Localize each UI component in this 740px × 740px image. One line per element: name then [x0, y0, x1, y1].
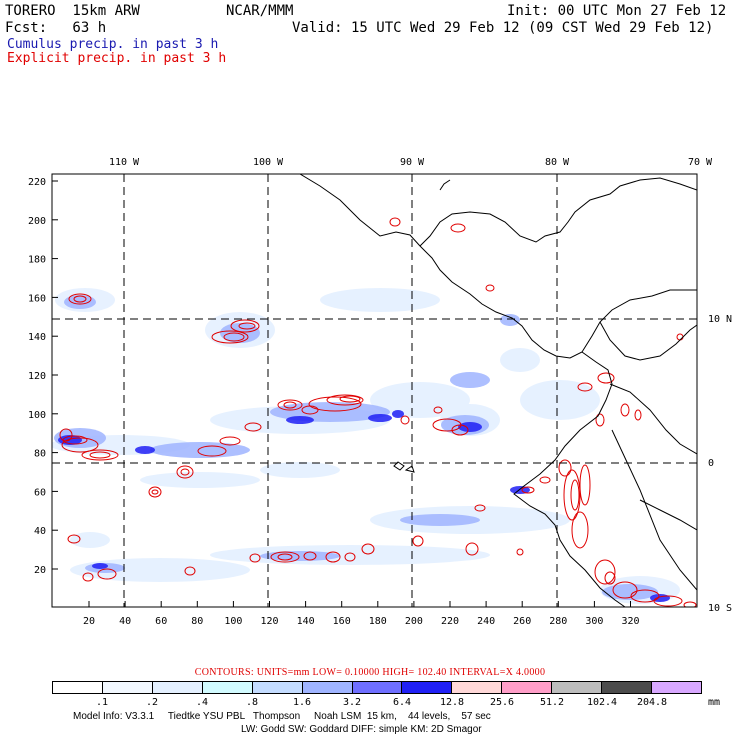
color-bar-label: 6.4	[392, 697, 412, 708]
grid-y-label: 100	[28, 410, 46, 421]
color-bar-label: .2	[145, 697, 159, 708]
grid-x-label: 180	[369, 616, 387, 627]
color-bar-label: 204.8	[636, 697, 668, 708]
grid-x-label: 160	[333, 616, 351, 627]
lat-label-10n: 10 N	[708, 314, 732, 325]
grid-x-label: 120	[260, 616, 278, 627]
grid-x-label: 260	[513, 616, 531, 627]
grid-y-labels: 220 200 180 160 140 120 100 80 60 40 20	[28, 177, 46, 576]
axis-ticks	[52, 180, 631, 607]
grid-y-label: 40	[34, 526, 46, 537]
lon-label-90w: 90 W	[400, 157, 425, 168]
color-bar-cell	[202, 682, 253, 693]
model-name: TORERO 15km ARW	[5, 3, 140, 19]
grid-y-label: 200	[28, 216, 46, 227]
cumulus-light	[52, 288, 680, 604]
color-bar-label: 12.8	[439, 697, 465, 708]
color-bar-cell	[452, 682, 503, 693]
color-bar-label: 25.6	[489, 697, 515, 708]
organization: NCAR/MMM	[226, 3, 294, 19]
map-frame	[51, 173, 698, 608]
color-bar-cell	[402, 682, 453, 693]
color-bar-cell	[502, 682, 553, 693]
grid-y-label: 220	[28, 177, 46, 188]
lon-label-80w: 80 W	[545, 157, 570, 168]
color-bar-label: 1.6	[292, 697, 312, 708]
color-bar-label: .8	[245, 697, 259, 708]
grid-x-label: 140	[297, 616, 315, 627]
lat-label-0: 0	[708, 458, 714, 469]
grid-x-label: 20	[83, 616, 95, 627]
grid-y-label: 20	[34, 565, 46, 576]
lat-label-10s: 10 S	[708, 603, 732, 614]
grid-x-label: 60	[155, 616, 167, 627]
contours-info: CONTOURS: UNITS=mm LOW= 0.10000 HIGH= 10…	[194, 667, 546, 678]
legend-explicit: Explicit precip. in past 3 h	[7, 51, 227, 66]
grid-y-label: 140	[28, 332, 46, 343]
grid-x-labels: 20 40 60 80 100 120 140 160 180 200 220 240 260 280 30…	[83, 616, 640, 627]
grid-x-label: 80	[191, 616, 203, 627]
color-bar-cell	[602, 682, 653, 693]
forecast-hour: Fcst: 63 h	[5, 20, 107, 36]
precip-fields	[52, 174, 697, 607]
color-bar-cell	[252, 682, 303, 693]
lon-label-70w: 70 W	[688, 157, 713, 168]
grid-x-label: 200	[405, 616, 423, 627]
init-time: Init: 00 UTC Mon 27 Feb 12	[507, 3, 727, 19]
color-bar-cell	[352, 682, 403, 693]
grid-y-label: 120	[28, 371, 46, 382]
color-bar-cell	[53, 682, 103, 693]
grid-x-label: 280	[549, 616, 567, 627]
grid-y-label: 60	[34, 487, 46, 498]
color-bar-cell	[652, 682, 701, 693]
grid-x-label: 240	[477, 616, 495, 627]
valid-time: Valid: 15 UTC Wed 29 Feb 12 (09 CST Wed …	[292, 20, 714, 36]
grid-x-label: 220	[441, 616, 459, 627]
grid-y-label: 180	[28, 255, 46, 266]
color-bar-cell	[302, 682, 353, 693]
color-bar-label: 51.2	[539, 697, 565, 708]
grid-x-label: 300	[585, 616, 603, 627]
color-bar-label: 3.2	[342, 697, 362, 708]
grid-x-label: 40	[119, 616, 131, 627]
latlon-grid	[52, 174, 697, 607]
grid-x-label: 320	[621, 616, 639, 627]
model-info-line2: LW: Godd SW: Goddard DIFF: simple KM: 2D…	[241, 724, 482, 735]
grid-x-label: 100	[224, 616, 242, 627]
model-info-line1: Model Info: V3.3.1 Tiedtke YSU PBL Thomp…	[73, 711, 491, 722]
lon-label-100w: 100 W	[253, 157, 284, 168]
color-bar-label: 102.4	[586, 697, 618, 708]
color-bar-unit: mm	[708, 697, 721, 708]
grid-y-label: 160	[28, 293, 46, 304]
grid-y-label: 80	[34, 449, 46, 460]
color-bar-label: .4	[195, 697, 209, 708]
coastline	[299, 174, 697, 607]
color-bar-label: .1	[95, 697, 109, 708]
color-bar-cell	[552, 682, 603, 693]
color-bar-cell	[152, 682, 203, 693]
color-bar-cell	[102, 682, 153, 693]
legend-cumulus: Cumulus precip. in past 3 h	[7, 37, 219, 52]
color-bar	[52, 681, 702, 694]
lon-label-110w: 110 W	[109, 157, 140, 168]
